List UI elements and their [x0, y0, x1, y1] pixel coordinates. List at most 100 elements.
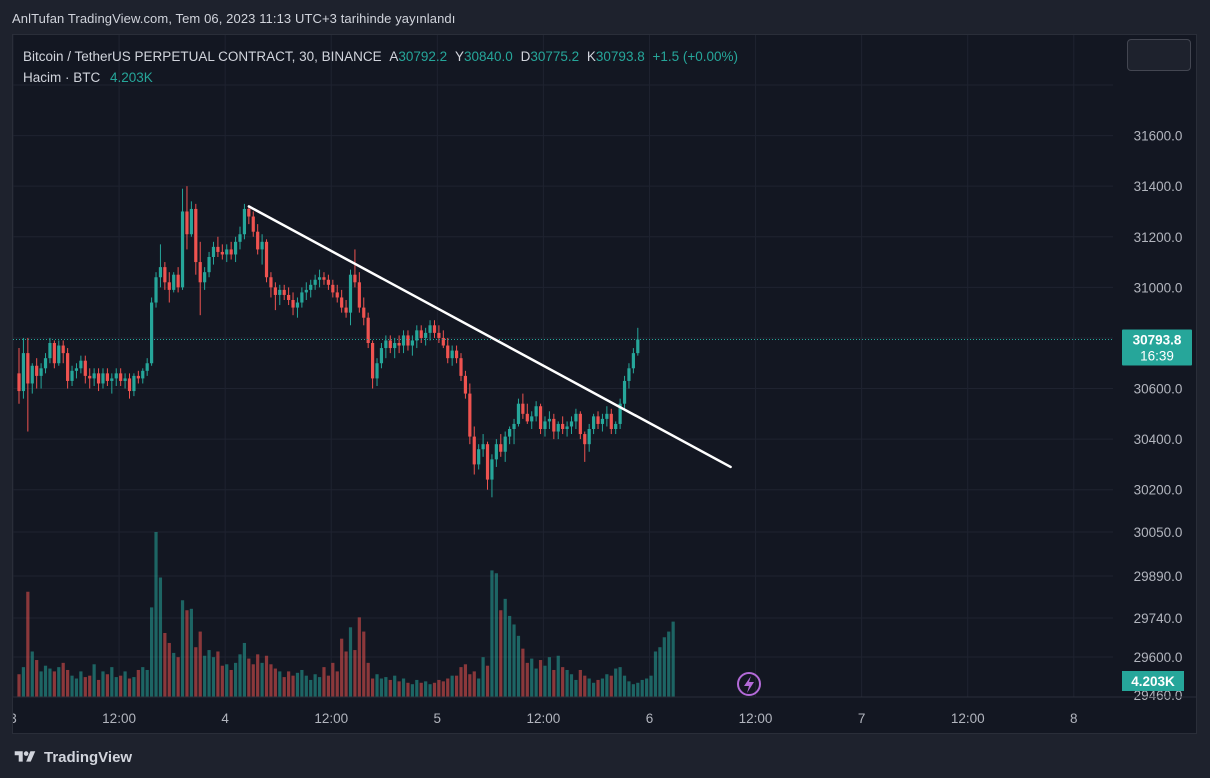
volume-scale-tick-label: 30050.0: [1134, 525, 1183, 540]
candle-body: [371, 343, 375, 379]
volume-bar: [516, 635, 521, 697]
volume-label[interactable]: Hacim · BTC: [23, 70, 101, 85]
volume-last-badge: [1122, 671, 1184, 691]
candle-body: [596, 416, 600, 424]
volume-bar: [309, 679, 313, 697]
candle-body: [450, 350, 454, 359]
volume-bar: [300, 669, 304, 697]
candle-body: [242, 208, 247, 235]
volume-bar: [163, 632, 167, 697]
candle-body: [556, 423, 560, 432]
candle-body: [446, 345, 450, 359]
trendline: [247, 205, 732, 469]
volume-bar: [260, 662, 264, 697]
volume-bar: [154, 532, 158, 697]
volume-bar: [132, 677, 136, 697]
candle-body: [225, 249, 229, 255]
candle-body: [605, 413, 609, 419]
volume-bar: [605, 674, 609, 697]
volume-bar: [592, 682, 596, 697]
candle-body: [251, 216, 255, 232]
candle-body: [574, 413, 578, 422]
volume-bar: [614, 668, 618, 697]
candle-body: [331, 284, 335, 293]
volume-bar: [477, 678, 481, 697]
price-tick-label: 31400.0: [1134, 179, 1183, 194]
volume-bar: [450, 675, 454, 697]
volume-bar: [556, 655, 560, 697]
volume-bar: [653, 651, 658, 697]
volume-bar: [600, 678, 605, 697]
low-value: 30775.2: [530, 49, 580, 64]
volume-bar: [127, 678, 132, 697]
volume-bar: [627, 681, 631, 697]
candle-body: [17, 373, 21, 392]
candle-body: [189, 208, 193, 235]
candle-body: [287, 294, 291, 300]
volume-last-label: 4.203K: [1131, 674, 1175, 689]
volume-bar: [459, 667, 463, 697]
candle-body: [622, 380, 627, 404]
candle-body: [388, 340, 392, 349]
volume-bar: [158, 577, 163, 697]
volume-bar: [39, 671, 43, 697]
candle-body: [357, 282, 361, 308]
candle-body: [521, 403, 525, 414]
volume-bar: [490, 570, 494, 697]
candle-body: [393, 343, 397, 349]
candle-body: [552, 418, 556, 432]
candle-body: [233, 241, 238, 255]
volume-bar: [388, 679, 392, 697]
candle-body: [211, 246, 216, 257]
tradingview-footer: TradingView: [12, 746, 132, 768]
volume-bar: [92, 664, 96, 697]
price-chart[interactable]: 31600.0 31400.0 31200.0 31000.0 30600.0 30400…: [13, 35, 1197, 734]
volume-bar: [198, 631, 202, 697]
volume-bar: [525, 662, 529, 697]
volume-bar: [141, 667, 145, 697]
candle-body: [410, 340, 414, 346]
candle-body: [83, 360, 87, 376]
volume-bar: [282, 677, 286, 697]
volume-bar: [119, 675, 123, 697]
volume-bar: [454, 675, 459, 697]
open-key: A: [389, 49, 399, 64]
symbol-title[interactable]: Bitcoin / TetherUS PERPETUAL CONTRACT, 3…: [23, 49, 382, 64]
candle-body: [627, 368, 631, 381]
volume-bar: [348, 627, 353, 697]
volume-bar: [123, 671, 127, 697]
candle-body: [317, 277, 322, 280]
chart-panel[interactable]: 31600.0 31400.0 31200.0 31000.0 30600.0 30400…: [12, 34, 1197, 734]
time-tick-label: 4: [221, 711, 229, 726]
candle-body: [256, 231, 260, 250]
candle-body: [583, 434, 587, 445]
volume-bar: [552, 669, 556, 697]
volume-bar: [410, 684, 414, 697]
volume-bar: [508, 615, 512, 697]
candle-body: [105, 373, 109, 381]
volume-bar: [512, 624, 516, 697]
candle-body: [88, 375, 92, 379]
candle-body: [282, 289, 286, 295]
volume-bar: [317, 677, 322, 697]
chart-toolbar-box[interactable]: [1127, 39, 1191, 71]
volume-bar: [278, 671, 282, 697]
candle-body: [66, 353, 70, 381]
volume-bar: [242, 642, 247, 697]
candle-body: [127, 378, 132, 392]
volume-bar: [534, 668, 538, 697]
candle-body: [141, 370, 145, 379]
volume-bar: [658, 647, 662, 697]
candle-body: [30, 365, 34, 384]
volume-bar: [57, 667, 61, 697]
volume-bar: [494, 573, 498, 697]
volume-bar: [21, 667, 26, 697]
candle-body: [569, 421, 574, 427]
candle-body: [340, 297, 344, 308]
candle-body: [530, 416, 534, 422]
candle-body: [538, 406, 543, 429]
volume-bar: [203, 655, 207, 697]
candle-body: [247, 208, 251, 217]
candle-body: [198, 262, 202, 283]
time-tick-label: 7: [858, 711, 866, 726]
